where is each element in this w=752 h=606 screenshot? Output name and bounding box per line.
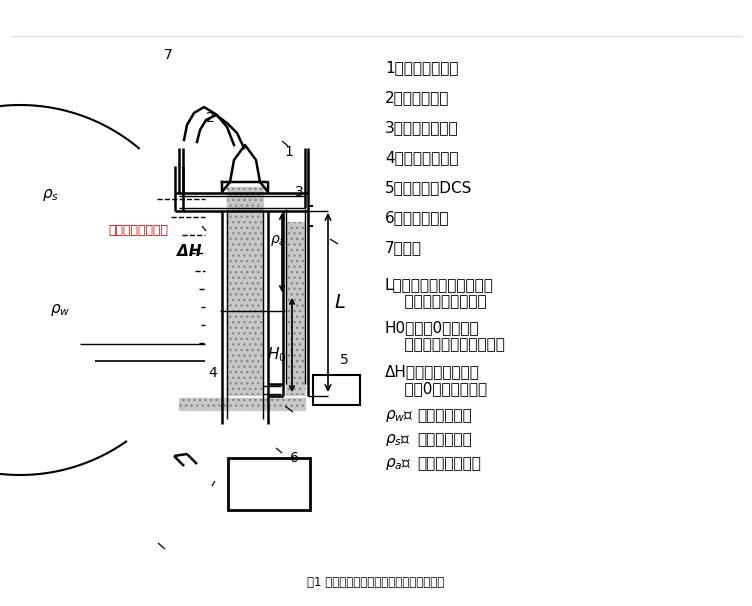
Bar (313, 375, 360, 405)
Text: $H_0$: $H_0$ (267, 345, 287, 364)
Bar (179, 398, 305, 410)
Text: 饱和汽的密度: 饱和汽的密度 (417, 433, 472, 447)
Text: $\rho_w$: $\rho_w$ (50, 302, 71, 318)
Text: 设计0水位线的差值: 设计0水位线的差值 (385, 382, 487, 396)
Text: L：汽侧管内下边沿到水侧: L：汽侧管内下边沿到水侧 (385, 278, 494, 293)
Text: 取样管中心线的距离: 取样管中心线的距离 (385, 295, 487, 310)
Bar (286, 222, 305, 395)
Text: 2: 2 (205, 111, 214, 125)
Text: 参比水柱的密度: 参比水柱的密度 (417, 456, 481, 471)
Text: 5、二次表或DCS: 5、二次表或DCS (385, 181, 472, 196)
Text: $\rho_a$: $\rho_a$ (270, 233, 286, 247)
Text: L: L (334, 293, 345, 311)
Text: $\rho_a$：: $\rho_a$： (385, 456, 411, 472)
Text: 水侧取样管中心线的距离: 水侧取样管中心线的距离 (385, 338, 505, 353)
Text: 1、单室平衡容器: 1、单室平衡容器 (385, 61, 459, 76)
Text: 3: 3 (295, 185, 304, 199)
Text: 饱和水的密度: 饱和水的密度 (417, 408, 472, 424)
Text: 4: 4 (208, 366, 217, 380)
Text: $\rho_w$：: $\rho_w$： (385, 408, 414, 424)
Text: 1: 1 (284, 145, 293, 159)
Text: 3、正压侧引出管: 3、正压侧引出管 (385, 121, 459, 136)
Bar (227, 187, 263, 395)
Text: $\rho_s$: $\rho_s$ (42, 187, 59, 203)
Text: ΔH：现在水位相对于: ΔH：现在水位相对于 (385, 364, 480, 379)
Text: 2、汽侧取样管: 2、汽侧取样管 (385, 90, 450, 105)
Text: 4、负压侧引出管: 4、负压侧引出管 (385, 150, 459, 165)
Text: 6: 6 (290, 451, 299, 465)
Text: 7、汽包: 7、汽包 (385, 241, 422, 256)
Text: H0：设计0水位线到: H0：设计0水位线到 (385, 321, 480, 336)
Text: ΔH: ΔH (177, 244, 202, 259)
Text: 6、差压变送器: 6、差压变送器 (385, 210, 450, 225)
Text: $\rho_s$：: $\rho_s$： (385, 432, 411, 448)
Bar (228, 458, 310, 510)
Text: 5: 5 (340, 353, 349, 367)
Text: 图1 汽包水位单室平衡容器测量系统原理图: 图1 汽包水位单室平衡容器测量系统原理图 (308, 576, 444, 590)
Text: 江苏华云流量计厂: 江苏华云流量计厂 (108, 224, 168, 236)
Text: 7: 7 (164, 48, 172, 62)
